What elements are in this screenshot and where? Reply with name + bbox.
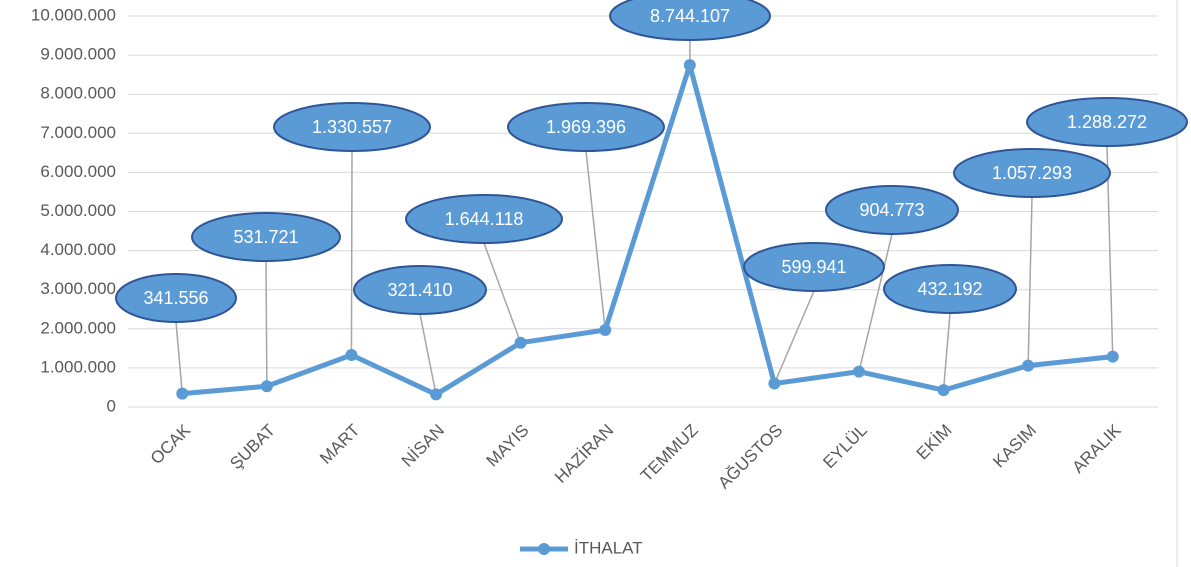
callout-bubble bbox=[191, 212, 341, 262]
leader-line bbox=[1106, 145, 1114, 357]
data-label: 904.773 bbox=[859, 200, 924, 220]
x-tick-label: OCAK bbox=[147, 420, 195, 468]
y-tick-label: 4.000.000 bbox=[40, 240, 116, 259]
y-tick-label: 1.000.000 bbox=[40, 357, 116, 376]
data-point bbox=[430, 388, 443, 401]
y-tick-label: 8.000.000 bbox=[40, 84, 116, 103]
x-tick-label: EYLÜL bbox=[819, 421, 871, 473]
y-tick-label: 2.000.000 bbox=[40, 318, 116, 337]
y-tick-label: 5.000.000 bbox=[40, 201, 116, 220]
data-label: 8.744.107 bbox=[650, 6, 730, 26]
leader-line bbox=[585, 150, 606, 331]
data-point bbox=[1022, 359, 1035, 372]
callout-bubble bbox=[507, 102, 665, 152]
y-tick-label: 3.000.000 bbox=[40, 279, 116, 298]
data-label: 321.410 bbox=[387, 280, 452, 300]
callout-bubble bbox=[825, 185, 959, 235]
callout-bubble bbox=[883, 264, 1017, 314]
x-tick-label: KASIM bbox=[989, 421, 1040, 472]
data-label: 1.969.396 bbox=[546, 117, 626, 137]
y-tick-label: 10.000.000 bbox=[31, 5, 116, 24]
data-point bbox=[852, 365, 865, 378]
data-point bbox=[1106, 350, 1119, 363]
series-line bbox=[182, 62, 1113, 397]
x-tick-label: MART bbox=[316, 421, 363, 468]
x-tick-label: EKİM bbox=[913, 421, 956, 464]
leader-line bbox=[265, 260, 268, 387]
data-label: 531.721 bbox=[233, 227, 298, 247]
x-tick-label: MAYIS bbox=[483, 421, 533, 471]
x-tick-label: TEMMUZ bbox=[637, 421, 702, 486]
leader-line bbox=[773, 290, 815, 384]
data-label: 1.330.557 bbox=[312, 117, 392, 137]
legend-label: İTHALAT bbox=[574, 538, 643, 557]
callout-bubble bbox=[953, 148, 1111, 198]
x-tick-label: AĞUSTOS bbox=[714, 421, 786, 493]
data-point bbox=[260, 380, 273, 393]
callout-bubble bbox=[405, 194, 563, 244]
data-label: 341.556 bbox=[143, 288, 208, 308]
callout-bubble bbox=[609, 0, 771, 41]
data-point bbox=[937, 384, 950, 397]
data-label: 1.057.293 bbox=[992, 163, 1072, 183]
leader-line bbox=[175, 321, 184, 394]
data-point bbox=[599, 323, 612, 336]
leader-line bbox=[942, 312, 951, 391]
callout-bubble bbox=[273, 102, 431, 152]
data-point bbox=[176, 387, 189, 400]
data-point bbox=[514, 336, 527, 349]
leader-line bbox=[858, 233, 893, 372]
leader-line bbox=[1027, 196, 1033, 366]
y-tick-label: 7.000.000 bbox=[40, 123, 116, 142]
x-tick-label: HAZİRAN bbox=[551, 421, 617, 487]
legend-marker bbox=[538, 543, 550, 555]
data-point bbox=[683, 59, 696, 72]
x-tick-label: ARALIK bbox=[1069, 420, 1126, 477]
leader-line bbox=[350, 150, 353, 355]
y-tick-label: 9.000.000 bbox=[40, 45, 116, 64]
data-label: 1.644.118 bbox=[445, 209, 524, 229]
callout-bubble bbox=[743, 242, 885, 292]
data-point bbox=[345, 348, 358, 361]
x-tick-label: ŞUBAT bbox=[226, 421, 279, 474]
data-point bbox=[768, 377, 781, 390]
callout-bubble bbox=[1026, 97, 1188, 147]
callout-bubble bbox=[115, 273, 237, 323]
data-label: 432.192 bbox=[917, 279, 982, 299]
data-label: 599.941 bbox=[781, 257, 846, 277]
callout-bubble bbox=[353, 265, 487, 315]
leader-line bbox=[483, 242, 522, 343]
y-tick-label: 0 bbox=[107, 396, 116, 415]
leader-line bbox=[419, 313, 437, 395]
y-tick-label: 6.000.000 bbox=[40, 162, 116, 181]
x-tick-label: NİSAN bbox=[398, 421, 448, 471]
data-label: 1.288.272 bbox=[1067, 112, 1147, 132]
